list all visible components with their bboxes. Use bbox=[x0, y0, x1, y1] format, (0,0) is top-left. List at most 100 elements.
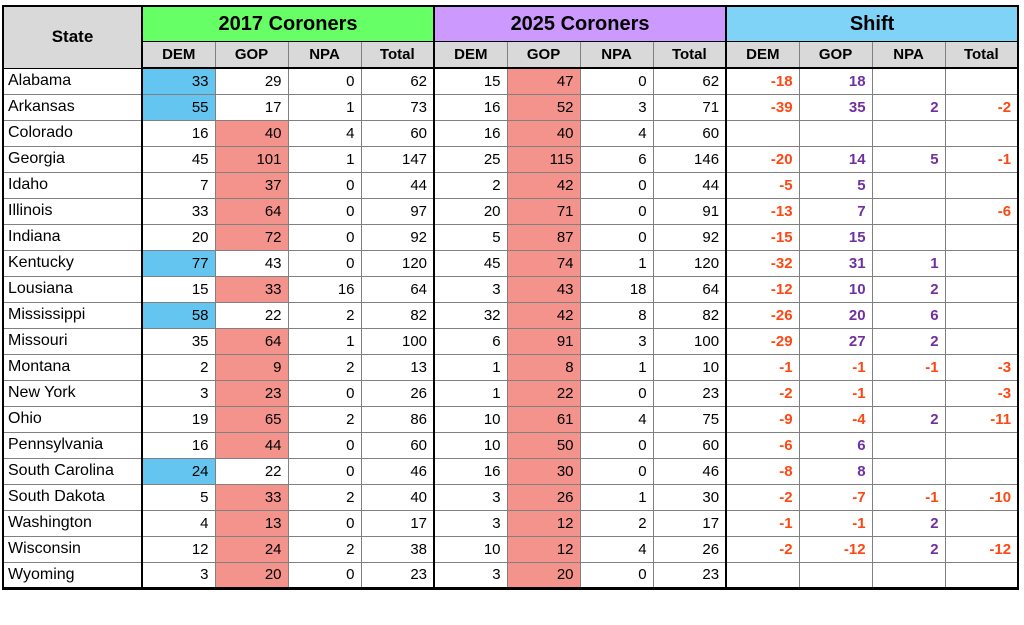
cell-2025-npa: 3 bbox=[579, 93, 654, 121]
cell-2017-gop: 17 bbox=[214, 93, 289, 121]
table-row: Colorado 16 40 4 60 16 40 4 60 bbox=[2, 119, 1019, 147]
cell-shift-gop: 18 bbox=[798, 67, 873, 95]
cell-shift-npa: 6 bbox=[871, 301, 946, 329]
cell-2025-dem: 3 bbox=[433, 509, 508, 537]
cell-shift-gop: 27 bbox=[798, 327, 873, 355]
col-header-shift-dem: DEM bbox=[725, 41, 800, 69]
cell-2025-gop: 115 bbox=[506, 145, 581, 173]
cell-2017-npa: 0 bbox=[287, 379, 362, 407]
cell-2017-total: 73 bbox=[360, 93, 435, 121]
cell-shift-npa bbox=[871, 457, 946, 485]
state-cell: Arkansas bbox=[2, 93, 143, 121]
state-cell: New York bbox=[2, 379, 143, 407]
cell-shift-npa: 2 bbox=[871, 509, 946, 537]
cell-shift-npa: 2 bbox=[871, 535, 946, 563]
cell-shift-gop: -1 bbox=[798, 353, 873, 381]
cell-2025-dem: 1 bbox=[433, 353, 508, 381]
cell-2017-total: 64 bbox=[360, 275, 435, 303]
cell-2025-total: 26 bbox=[652, 535, 727, 563]
cell-2017-total: 40 bbox=[360, 483, 435, 511]
cell-2025-npa: 1 bbox=[579, 483, 654, 511]
group-header-shift: Shift bbox=[725, 5, 1019, 42]
state-cell: Georgia bbox=[2, 145, 143, 173]
table-body: Alabama 33 29 0 62 15 47 0 62 -18 18 Ark… bbox=[2, 67, 1019, 589]
cell-2025-total: 44 bbox=[652, 171, 727, 199]
cell-2025-npa: 0 bbox=[579, 67, 654, 95]
cell-2025-npa: 1 bbox=[579, 249, 654, 277]
cell-2025-total: 10 bbox=[652, 353, 727, 381]
cell-2025-gop: 26 bbox=[506, 483, 581, 511]
cell-2017-total: 44 bbox=[360, 171, 435, 199]
cell-2025-dem: 20 bbox=[433, 197, 508, 225]
col-header-2025-npa: NPA bbox=[579, 41, 654, 69]
cell-shift-gop: 20 bbox=[798, 301, 873, 329]
cell-shift-npa: 2 bbox=[871, 93, 946, 121]
table-row: South Carolina 24 22 0 46 16 30 0 46 -8 … bbox=[2, 457, 1019, 485]
cell-2025-gop: 71 bbox=[506, 197, 581, 225]
table-row: South Dakota 5 33 2 40 3 26 1 30 -2 -7 -… bbox=[2, 483, 1019, 511]
col-header-2017-dem: DEM bbox=[141, 41, 216, 69]
cell-shift-total: -12 bbox=[944, 535, 1019, 563]
cell-shift-gop: 7 bbox=[798, 197, 873, 225]
cell-2025-npa: 0 bbox=[579, 431, 654, 459]
cell-shift-gop: -1 bbox=[798, 509, 873, 537]
cell-shift-npa bbox=[871, 431, 946, 459]
cell-2017-gop: 22 bbox=[214, 457, 289, 485]
cell-shift-gop: 14 bbox=[798, 145, 873, 173]
cell-shift-gop bbox=[798, 561, 873, 589]
cell-shift-npa: 2 bbox=[871, 275, 946, 303]
cell-2025-total: 46 bbox=[652, 457, 727, 485]
cell-2025-dem: 3 bbox=[433, 561, 508, 589]
cell-shift-npa bbox=[871, 223, 946, 251]
cell-2017-gop: 64 bbox=[214, 197, 289, 225]
cell-2017-dem: 77 bbox=[141, 249, 216, 277]
state-cell: Wisconsin bbox=[2, 535, 143, 563]
cell-2017-npa: 0 bbox=[287, 457, 362, 485]
cell-shift-npa: 1 bbox=[871, 249, 946, 277]
cell-2017-gop: 40 bbox=[214, 119, 289, 147]
cell-shift-gop: -7 bbox=[798, 483, 873, 511]
cell-2025-npa: 18 bbox=[579, 275, 654, 303]
cell-2017-gop: 22 bbox=[214, 301, 289, 329]
table-row: Lousiana 15 33 16 64 3 43 18 64 -12 10 2 bbox=[2, 275, 1019, 303]
cell-2017-total: 120 bbox=[360, 249, 435, 277]
cell-2025-npa: 0 bbox=[579, 197, 654, 225]
cell-2025-npa: 8 bbox=[579, 301, 654, 329]
cell-shift-npa bbox=[871, 67, 946, 95]
cell-shift-total: -11 bbox=[944, 405, 1019, 433]
cell-shift-gop: -4 bbox=[798, 405, 873, 433]
cell-2017-gop: 9 bbox=[214, 353, 289, 381]
cell-2017-npa: 0 bbox=[287, 431, 362, 459]
cell-2017-npa: 0 bbox=[287, 171, 362, 199]
cell-2025-total: 71 bbox=[652, 93, 727, 121]
cell-2017-gop: 37 bbox=[214, 171, 289, 199]
cell-2025-total: 91 bbox=[652, 197, 727, 225]
cell-2017-dem: 5 bbox=[141, 483, 216, 511]
cell-shift-npa: -1 bbox=[871, 353, 946, 381]
col-header-2025-gop: GOP bbox=[506, 41, 581, 69]
cell-2025-total: 100 bbox=[652, 327, 727, 355]
cell-shift-dem: -2 bbox=[725, 483, 800, 511]
cell-2017-npa: 0 bbox=[287, 67, 362, 95]
cell-shift-total bbox=[944, 431, 1019, 459]
cell-shift-total bbox=[944, 275, 1019, 303]
cell-shift-total bbox=[944, 561, 1019, 589]
cell-2025-gop: 87 bbox=[506, 223, 581, 251]
cell-2025-npa: 0 bbox=[579, 171, 654, 199]
cell-2025-total: 120 bbox=[652, 249, 727, 277]
cell-2025-gop: 61 bbox=[506, 405, 581, 433]
cell-shift-total bbox=[944, 509, 1019, 537]
cell-2017-gop: 29 bbox=[214, 67, 289, 95]
cell-2017-gop: 20 bbox=[214, 561, 289, 589]
cell-shift-dem: -12 bbox=[725, 275, 800, 303]
cell-2025-gop: 22 bbox=[506, 379, 581, 407]
cell-2025-npa: 1 bbox=[579, 353, 654, 381]
cell-shift-npa bbox=[871, 171, 946, 199]
cell-2025-gop: 12 bbox=[506, 535, 581, 563]
cell-shift-total bbox=[944, 171, 1019, 199]
cell-2017-total: 97 bbox=[360, 197, 435, 225]
table-row: Arkansas 55 17 1 73 16 52 3 71 -39 35 2 … bbox=[2, 93, 1019, 121]
table-row: New York 3 23 0 26 1 22 0 23 -2 -1 -3 bbox=[2, 379, 1019, 407]
state-cell: Alabama bbox=[2, 67, 143, 95]
cell-2025-total: 60 bbox=[652, 431, 727, 459]
